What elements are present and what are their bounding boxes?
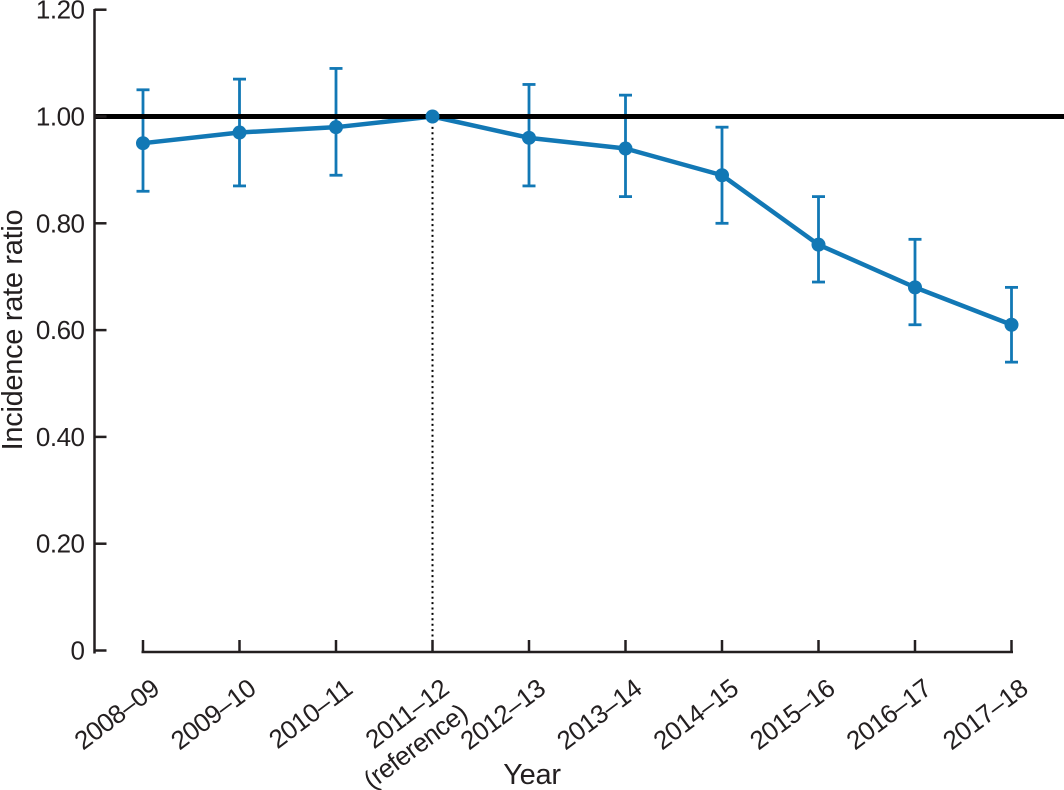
data-point [715,168,729,183]
y-tick-label: 0 [71,636,85,666]
x-tick-label: 2015–16 [744,673,840,756]
x-tick-label: 2010–11 [263,673,358,755]
x-tick-label: 2014–15 [648,673,744,756]
data-point [1004,317,1019,332]
x-tick-label: 2013–14 [551,673,647,756]
y-tick-label: 1.20 [36,0,85,25]
x-axis-title: Year [503,759,561,790]
x-tick-label: 2008–09 [69,673,165,756]
x-tick-label: 2012–13 [455,673,551,756]
series-line [140,114,1014,328]
x-tick-label: 2011–12(reference) [339,673,473,790]
x-tick-label: 2017–18 [937,673,1033,756]
x-tick-label: 2009–10 [165,673,261,756]
y-tick-label: 0.40 [36,422,85,452]
y-tick-label: 0.60 [36,315,85,345]
x-tick-label: 2016–17 [841,673,937,756]
y-tick-label: 1.00 [36,102,85,132]
y-axis-title: Incidence rate ratio [0,210,29,451]
data-point [232,125,247,140]
y-tick-label: 0.80 [36,208,85,238]
data-point [908,280,922,295]
y-tick-label: 0.20 [36,529,85,559]
data-point [618,141,633,156]
data-point [425,109,440,124]
data-point [522,130,536,145]
data-point [136,136,150,151]
data-point [329,120,343,135]
data-point [811,237,826,252]
